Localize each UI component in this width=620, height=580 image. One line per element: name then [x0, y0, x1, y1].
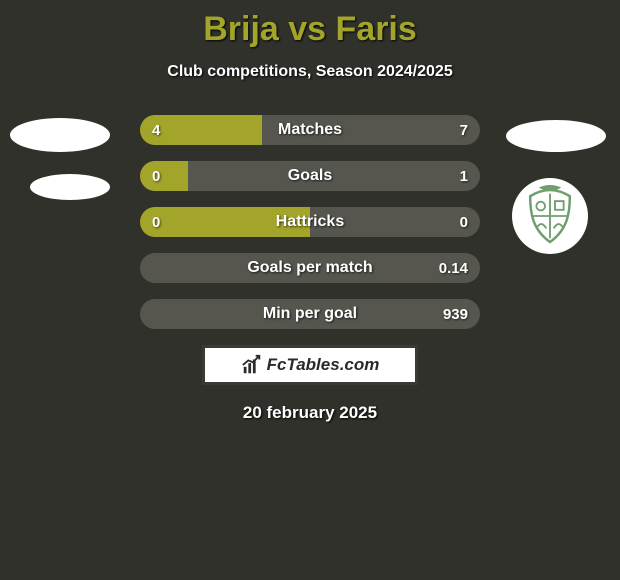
- stat-label: Hattricks: [276, 213, 344, 231]
- date-text: 20 february 2025: [0, 403, 620, 423]
- brand-text: FcTables.com: [267, 355, 380, 375]
- stat-row: 0 1 Goals: [140, 161, 480, 191]
- page-title: Brija vs Faris: [0, 0, 620, 49]
- stat-row: 0 0 Hattricks: [140, 207, 480, 237]
- stat-label: Goals: [288, 167, 332, 185]
- bar-right: [188, 161, 480, 191]
- value-right: 939: [443, 306, 468, 323]
- stat-label: Min per goal: [263, 305, 357, 323]
- value-right: 0.14: [439, 260, 468, 277]
- stat-row: 939 Min per goal: [140, 299, 480, 329]
- stat-row: 4 7 Matches: [140, 115, 480, 145]
- chart-icon: [241, 354, 263, 376]
- value-right: 0: [460, 214, 468, 231]
- value-right: 7: [460, 122, 468, 139]
- stat-label: Matches: [278, 121, 342, 139]
- stat-row: 0.14 Goals per match: [140, 253, 480, 283]
- value-left: 0: [152, 168, 160, 185]
- bar-left: [140, 161, 188, 191]
- subtitle: Club competitions, Season 2024/2025: [0, 63, 620, 81]
- value-right: 1: [460, 168, 468, 185]
- stat-label: Goals per match: [247, 259, 372, 277]
- brand-box[interactable]: FcTables.com: [202, 345, 418, 385]
- value-left: 0: [152, 214, 160, 231]
- stats-container: 4 7 Matches 0 1 Goals 0 0 Hattricks 0.14 Goals per…: [0, 115, 620, 329]
- value-left: 4: [152, 122, 160, 139]
